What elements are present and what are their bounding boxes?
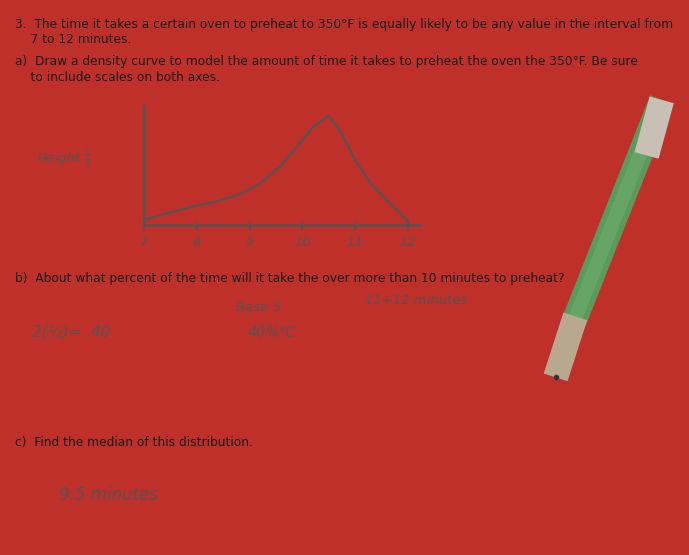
Text: 11+12 minutes: 11+12 minutes bbox=[365, 294, 468, 307]
Text: 11: 11 bbox=[347, 236, 363, 249]
Text: 9.5 minutes: 9.5 minutes bbox=[59, 486, 158, 503]
Text: 40%℃: 40%℃ bbox=[247, 325, 296, 340]
Text: to include scales on both axes.: to include scales on both axes. bbox=[14, 71, 220, 84]
Text: 3.  The time it takes a certain oven to preheat to 350°F is equally likely to be: 3. The time it takes a certain oven to p… bbox=[14, 18, 673, 31]
Text: 7 to 12 minutes.: 7 to 12 minutes. bbox=[14, 33, 131, 46]
Text: 12: 12 bbox=[400, 236, 416, 249]
Text: 8: 8 bbox=[193, 236, 201, 249]
Text: Height $\frac{1}{5}$: Height $\frac{1}{5}$ bbox=[37, 149, 92, 171]
Text: Base 5: Base 5 bbox=[236, 301, 280, 314]
Text: c)  Find the median of this distribution.: c) Find the median of this distribution. bbox=[14, 436, 253, 448]
Text: 2(½)= .40: 2(½)= .40 bbox=[32, 325, 111, 340]
Text: 7: 7 bbox=[140, 236, 148, 249]
Text: a)  Draw a density curve to model the amount of time it takes to preheat the ove: a) Draw a density curve to model the amo… bbox=[14, 56, 637, 68]
Text: b)  About what percent of the time will it take the over more than 10 minutes to: b) About what percent of the time will i… bbox=[14, 272, 564, 285]
Text: 10: 10 bbox=[294, 236, 311, 249]
Text: 9: 9 bbox=[245, 236, 254, 249]
